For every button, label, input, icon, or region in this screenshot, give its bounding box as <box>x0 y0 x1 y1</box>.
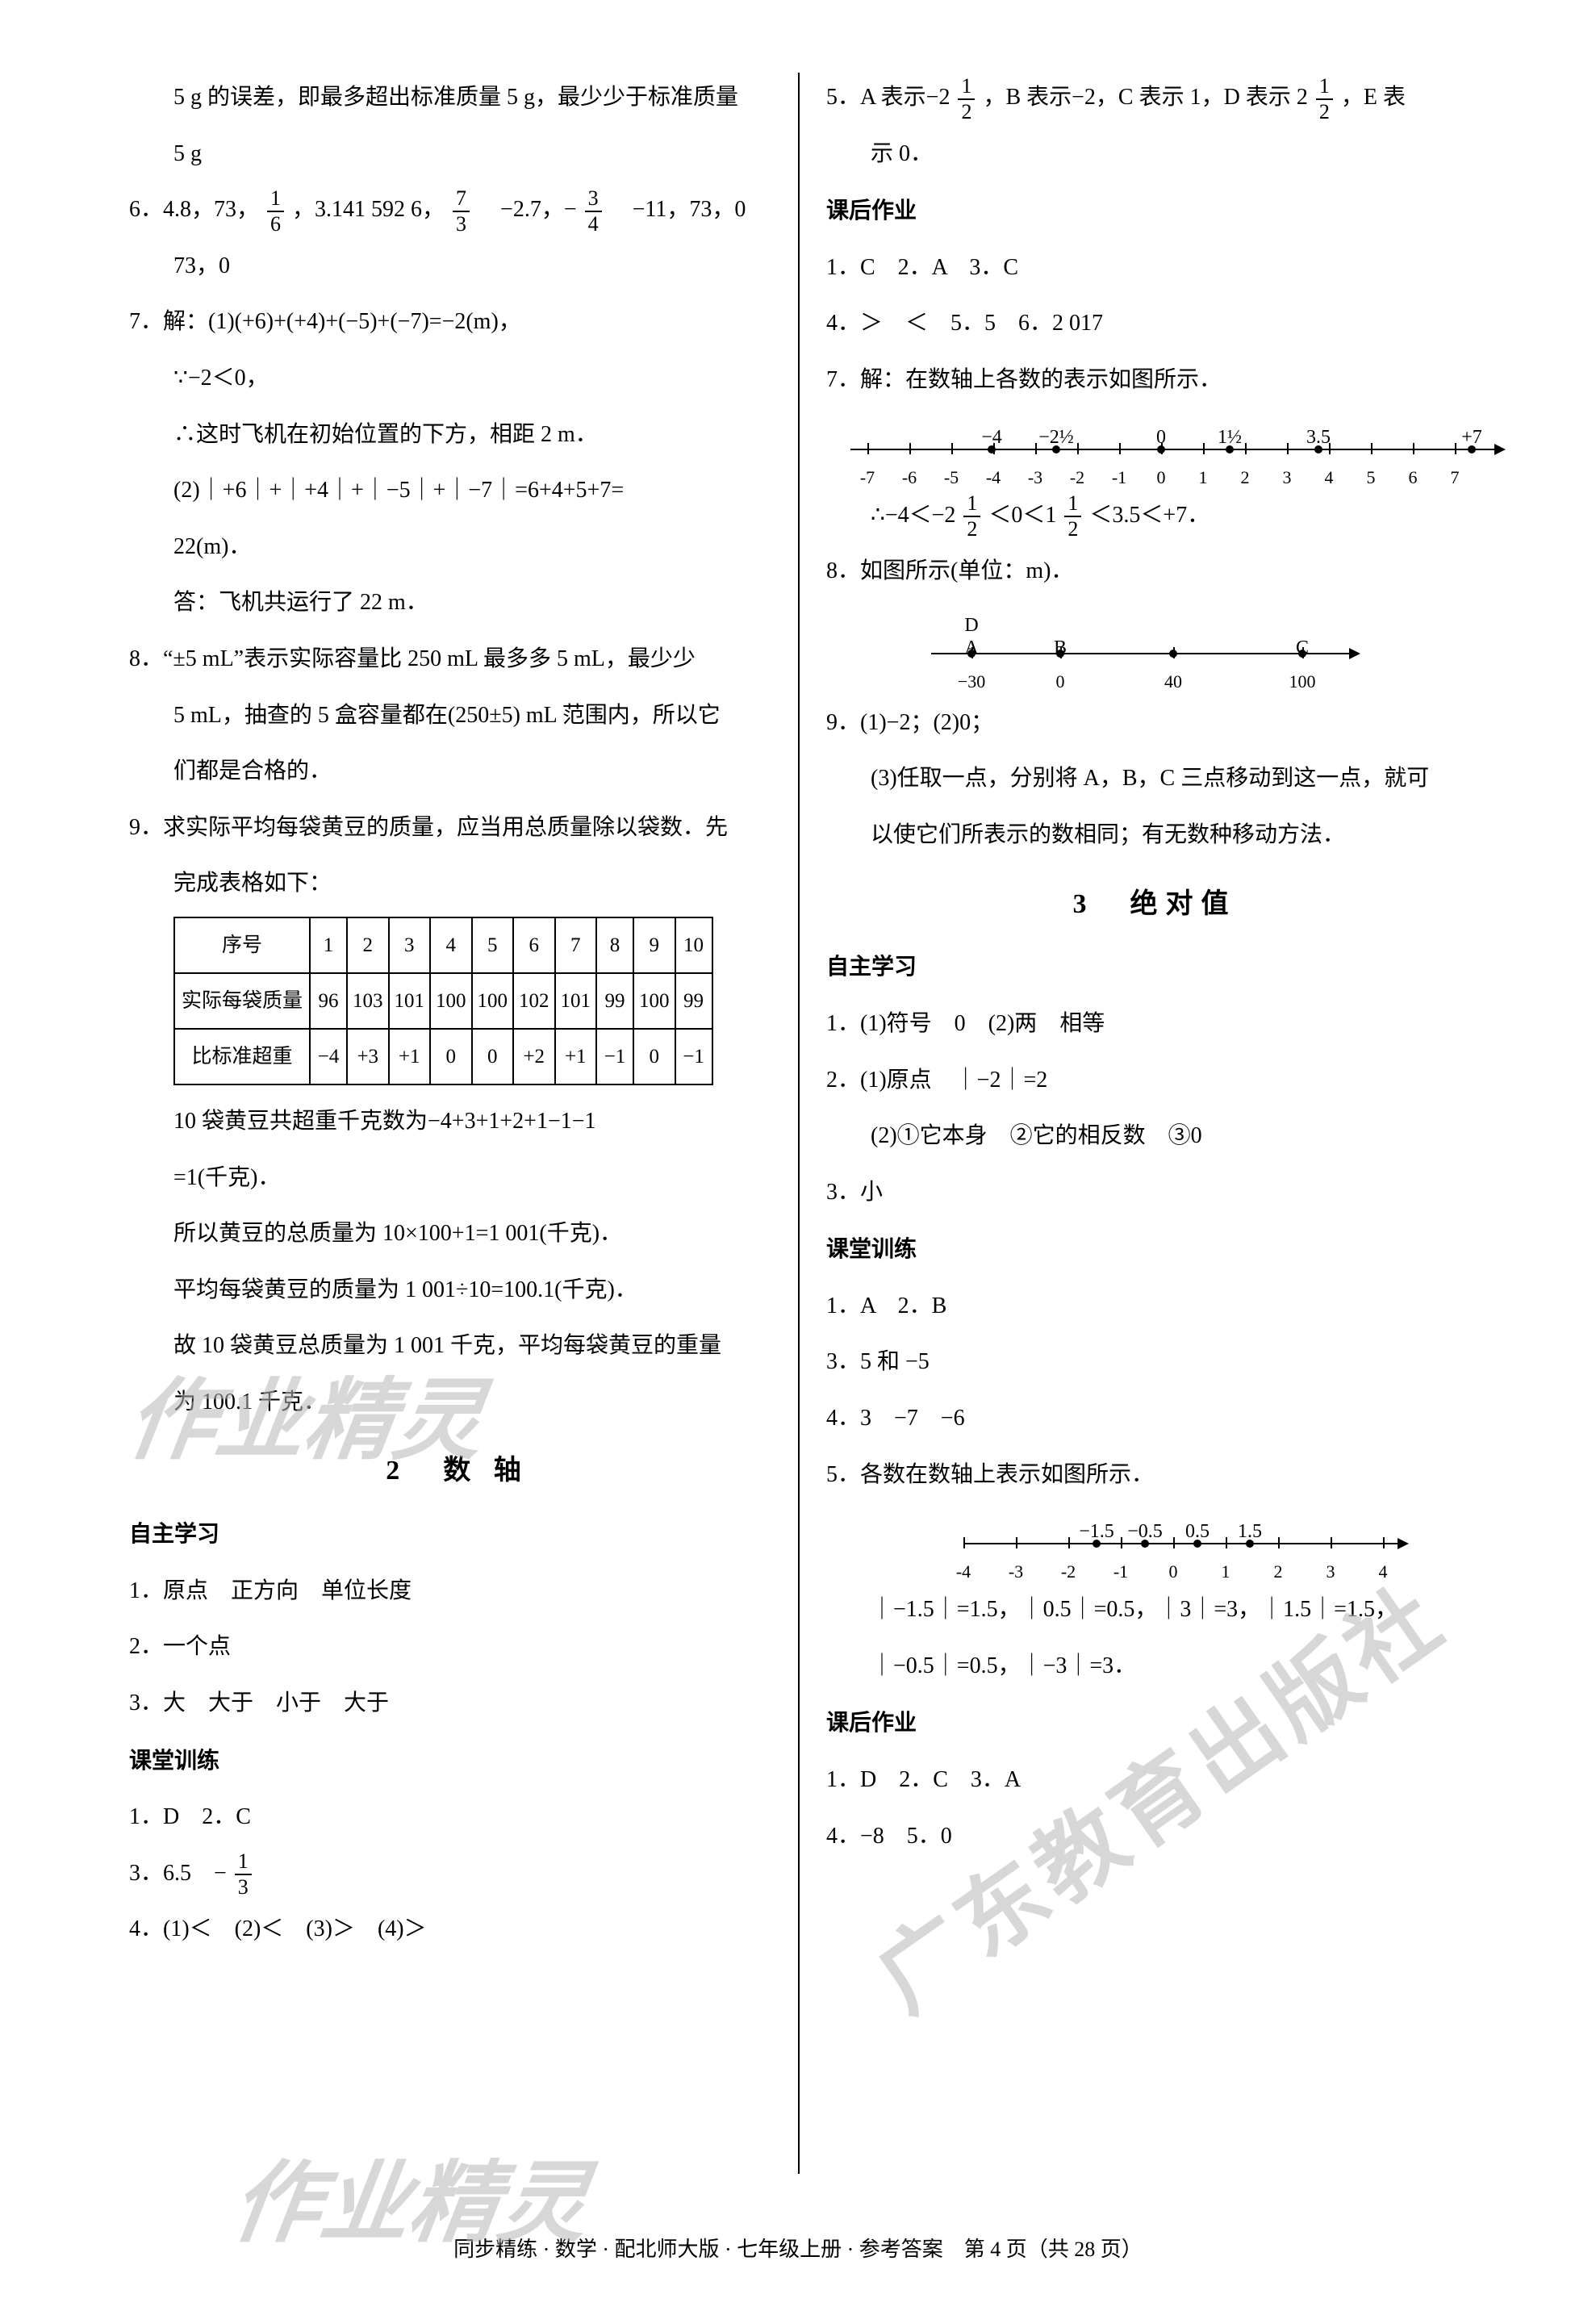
fraction: 73 <box>453 188 470 235</box>
text-line: 5．A 表示−2 12 ，B 表示−2，C 表示 1，D 表示 2 12 ，E … <box>826 73 1483 123</box>
text-line: 6．4.8，73， 16 ，3.141 592 6， 73 −2.7，− 34 … <box>129 185 786 235</box>
number-line-1: -7-6-5-4-3-2-101234567−4−2½01½3.5+7 <box>850 413 1483 486</box>
text-line: 以使它们所表示的数相同；有无数种移动方法． <box>826 810 1483 860</box>
text-line: ∵−2＜0， <box>129 353 786 403</box>
text-line: 平均每袋黄豆的质量为 1 001÷10=100.1(千克)． <box>129 1265 786 1315</box>
number-line-2: DABC−30040100 <box>850 604 1483 693</box>
txt: ，3.141 592 6， <box>292 197 445 222</box>
fraction: 12 <box>1316 76 1333 123</box>
txt: 5．A 表示−2 <box>826 85 950 110</box>
text-line: 们都是合格的． <box>129 746 786 796</box>
text-line: 1．(1)符号 0 (2)两 相等 <box>826 999 1483 1049</box>
text-line: 3．小 <box>826 1168 1483 1218</box>
text-line: =1(千克)． <box>129 1153 786 1203</box>
right-column: 5．A 表示−2 12 ，B 表示−2，C 表示 1，D 表示 2 12 ，E … <box>826 73 1483 1961</box>
fraction: 34 <box>585 188 602 235</box>
subsection-head: 自主学习 <box>826 942 1483 993</box>
table-row: 序号 12345678910 <box>174 917 712 973</box>
text-line: 1．D 2．C 3．A <box>826 1755 1483 1805</box>
fraction: 12 <box>1064 493 1081 540</box>
text-line: 7．解：在数轴上各数的表示如图所示． <box>826 355 1483 405</box>
text-line: 1．C 2．A 3．C <box>826 243 1483 293</box>
txt: 3．6.5 − <box>129 1861 227 1886</box>
section-title: 3 绝对值 <box>826 875 1483 935</box>
text-line: 4．(1)＜ (2)＜ (3)＞ (4)＞ <box>129 1904 786 1954</box>
text-line: 8．“±5 mL”表示实际容量比 250 mL 最多多 5 mL，最少少 <box>129 634 786 684</box>
subsection-head: 课后作业 <box>826 186 1483 236</box>
page-footer: 同步精练 · 数学 · 配北师大版 · 七年级上册 · 参考答案 第 4 页（共… <box>0 2233 1596 2263</box>
text-line: 3．5 和 −5 <box>826 1337 1483 1387</box>
fraction: 12 <box>958 76 975 123</box>
subsection-head: 课后作业 <box>826 1699 1483 1749</box>
txt: ∴−4＜−2 <box>871 503 955 528</box>
text-line: 73，0 <box>129 241 786 291</box>
text-line: 1．原点 正方向 单位长度 <box>129 1566 786 1616</box>
text-line: 答：飞机共运行了 22 m． <box>129 578 786 628</box>
text-line: 1．A 2．B <box>826 1281 1483 1331</box>
text-line: (3)任取一点，分别将 A，B，C 三点移动到这一点，就可 <box>826 754 1483 804</box>
subsection-head: 课堂训练 <box>826 1225 1483 1275</box>
text-line: 示 0． <box>826 129 1483 179</box>
table-row: 实际每袋质量 961031011001001021019910099 <box>174 973 712 1029</box>
text-line: 10 袋黄豆共超重千克数为−4+3+1+2+1−1−1 <box>129 1097 786 1147</box>
text-line: ｜−0.5｜=0.5，｜−3｜=3． <box>826 1641 1483 1691</box>
text-line: 4．＞ ＜ 5．5 6．2 017 <box>826 299 1483 349</box>
text-line: 所以黄豆的总质量为 10×100+1=1 001(千克)． <box>129 1209 786 1259</box>
text-line: 4．−8 5．0 <box>826 1812 1483 1862</box>
subsection-head: 课堂训练 <box>129 1736 786 1787</box>
text-line: (2)｜+6｜+｜+4｜+｜−5｜+｜−7｜=6+4+5+7= <box>129 466 786 516</box>
fraction: 12 <box>963 493 980 540</box>
text-line: 5 mL，抽查的 5 盒容量都在(250±5) mL 范围内，所以它 <box>129 691 786 741</box>
text-line: 2．一个点 <box>129 1622 786 1672</box>
text-line: 5．各数在数轴上表示如图所示． <box>826 1450 1483 1500</box>
txt: −2.7，− <box>478 197 577 222</box>
text-line: ｜−1.5｜=1.5，｜0.5｜=0.5，｜3｜=3，｜1.5｜=1.5， <box>826 1585 1483 1635</box>
text-line: 22(m)． <box>129 522 786 572</box>
text-line: (2)①它本身 ②它的相反数 ③0 <box>826 1111 1483 1161</box>
section-title: 2 数 轴 <box>129 1441 786 1502</box>
column-divider <box>798 73 800 2174</box>
text-line: 完成表格如下： <box>129 859 786 909</box>
txt: −11，73，0 <box>610 197 746 222</box>
text-line: 9．求实际平均每袋黄豆的质量，应当用总质量除以袋数．先 <box>129 803 786 853</box>
text-line: 3．6.5 − 13 <box>129 1849 786 1899</box>
txt: ，E 表 <box>1341 85 1406 110</box>
table-row: 比标准超重 −4+3+100+2+1−10−1 <box>174 1029 712 1084</box>
text-line: 1．D 2．C <box>129 1792 786 1842</box>
text-line: 故 10 袋黄豆总质量为 1 001 千克，平均每袋黄豆的重量 <box>129 1321 786 1371</box>
text-line: 5 g <box>129 129 786 179</box>
text-line: 3．大 大于 小于 大于 <box>129 1678 786 1728</box>
fraction: 13 <box>235 1851 252 1898</box>
txt: ＜3.5＜+7． <box>1089 503 1210 528</box>
data-table: 序号 12345678910 实际每袋质量 961031011001001021… <box>173 917 713 1085</box>
text-line: 8．如图所示(单位：m)． <box>826 546 1483 596</box>
fraction: 16 <box>267 188 284 235</box>
text-line: 2．(1)原点 ｜−2｜=2 <box>826 1055 1483 1105</box>
text-line: 为 100.1 千克． <box>129 1377 786 1427</box>
text-line: ∴这时飞机在初始位置的下方，相距 2 m． <box>129 410 786 460</box>
txt: 6．4.8，73， <box>129 197 259 222</box>
text-line: 4．3 −7 −6 <box>826 1394 1483 1444</box>
text-line: 9．(1)−2；(2)0； <box>826 698 1483 748</box>
text-line: 7．解：(1)(+6)+(+4)+(−5)+(−7)=−2(m)， <box>129 297 786 347</box>
text-line: 5 g 的误差，即最多超出标准质量 5 g，最少少于标准质量 <box>129 73 786 123</box>
left-column: 5 g 的误差，即最多超出标准质量 5 g，最少少于标准质量 5 g 6．4.8… <box>129 73 786 1961</box>
subsection-head: 自主学习 <box>129 1510 786 1560</box>
txt: ＜0＜1 <box>988 503 1056 528</box>
txt: ，B 表示−2，C 表示 1，D 表示 2 <box>983 85 1307 110</box>
number-line-3: -4-3-2-101234−1.5−0.50.51.5 <box>850 1507 1483 1580</box>
text-line: ∴−4＜−2 12 ＜0＜1 12 ＜3.5＜+7． <box>826 491 1483 541</box>
